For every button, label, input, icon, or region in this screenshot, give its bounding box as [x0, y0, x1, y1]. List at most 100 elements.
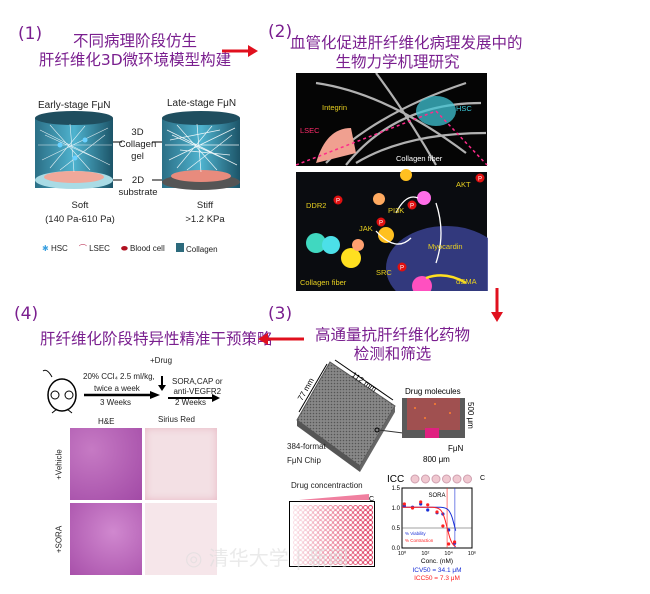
well	[318, 535, 323, 540]
well	[353, 550, 358, 555]
well	[368, 515, 373, 520]
chart-title: ICC	[387, 474, 404, 485]
well	[318, 520, 323, 525]
well	[358, 515, 363, 520]
well	[293, 550, 298, 555]
y-tick-label: 1.0	[392, 506, 401, 512]
well	[313, 555, 318, 560]
well	[363, 530, 368, 535]
well	[343, 550, 348, 555]
mouse-icon	[42, 369, 77, 414]
drug-options: SORA,CAP or anti-VEGFR2	[172, 377, 223, 397]
icc-well-icon	[452, 474, 462, 484]
well	[293, 530, 298, 535]
chip-label-line: 384-format	[287, 442, 326, 451]
chart-subtitle: SORA	[428, 493, 445, 499]
well	[318, 505, 323, 510]
well	[298, 525, 303, 530]
well	[358, 540, 363, 545]
well	[343, 540, 348, 545]
well	[308, 560, 313, 565]
well	[328, 545, 333, 550]
well	[303, 515, 308, 520]
well	[363, 545, 368, 550]
well	[333, 540, 338, 545]
well	[358, 535, 363, 540]
well	[348, 530, 353, 535]
well	[323, 510, 328, 515]
well	[303, 525, 308, 530]
duration-3-weeks: 3 Weeks	[100, 398, 131, 407]
data-point	[402, 502, 406, 506]
well	[353, 525, 358, 530]
panel1-title-line2: 肝纤维化3D微环境模型构建	[38, 51, 232, 69]
x-tick-label: 10⁴	[444, 550, 453, 557]
well	[358, 545, 363, 550]
chip-label: 384-format FμN Chip	[287, 440, 326, 468]
icc50-annotation: ICC50 = 7.3 μM	[414, 575, 460, 582]
well	[328, 535, 333, 540]
well	[298, 540, 303, 545]
mechanism-illustration: Integrin HSC LSEC Collagen fiber DDR2 JA…	[296, 73, 488, 291]
legend-blood-cell: ⬬ Blood cell	[121, 244, 165, 254]
well	[343, 515, 348, 520]
well	[333, 550, 338, 555]
duration-2-weeks: 2 Weeks	[175, 398, 206, 407]
ddr2-label: DDR2	[306, 201, 326, 210]
well	[293, 515, 298, 520]
phospho-label: P	[400, 266, 404, 272]
phospho-label: P	[478, 177, 482, 183]
legend-collagen: Collagen	[175, 243, 218, 254]
stiff-text: Stiff	[196, 200, 214, 211]
well	[368, 535, 373, 540]
data-point	[419, 500, 423, 504]
legend-hsc: ✱ HSC	[42, 244, 68, 253]
width-800-label: 800 μm	[423, 455, 450, 464]
he-sora-image	[70, 503, 142, 575]
well	[353, 555, 358, 560]
well	[358, 525, 363, 530]
well	[318, 545, 323, 550]
well	[298, 505, 303, 510]
well	[368, 550, 373, 555]
well	[318, 550, 323, 555]
well	[368, 520, 373, 525]
gel-label-line: gel	[131, 151, 144, 162]
well	[328, 560, 333, 565]
well	[338, 530, 343, 535]
chart-c-label: C	[480, 475, 485, 482]
well	[363, 510, 368, 515]
well	[353, 540, 358, 545]
well	[338, 545, 343, 550]
hsc-label: HSC	[456, 104, 472, 113]
well	[343, 530, 348, 535]
well	[363, 535, 368, 540]
pi3k-label: PI3K	[388, 206, 404, 215]
legend-lsec: ⌒ LSEC	[79, 243, 110, 254]
panel3-number: (3)	[268, 304, 293, 324]
phospho-label: P	[379, 221, 383, 227]
lsec-cell	[316, 128, 356, 163]
well	[293, 555, 298, 560]
panel2-title-line1: 血管化促进肝纤维化病理发展中的	[290, 34, 523, 52]
collagen-gel-label: 3D Collagen gel	[115, 127, 160, 163]
well	[338, 525, 343, 530]
well	[368, 560, 373, 565]
plot-frame	[401, 487, 473, 549]
well	[363, 555, 368, 560]
well	[303, 545, 308, 550]
akt-label: AKT	[456, 180, 471, 189]
gel-label-line: 3D	[131, 127, 144, 138]
legend-label: LSEC	[89, 244, 110, 253]
well	[353, 530, 358, 535]
well	[348, 525, 353, 530]
panel1-title: 不同病理阶段仿生 肝纤维化3D微环境模型构建	[35, 32, 235, 70]
well	[323, 555, 328, 560]
panel3-title-line2: 检测和筛选	[353, 345, 432, 363]
phospho-label: P	[410, 204, 414, 210]
well	[353, 545, 358, 550]
phospho-badges: P P P P P	[333, 173, 485, 272]
well	[368, 530, 373, 535]
well	[323, 560, 328, 565]
x-tick-label: 10⁶	[468, 550, 476, 557]
